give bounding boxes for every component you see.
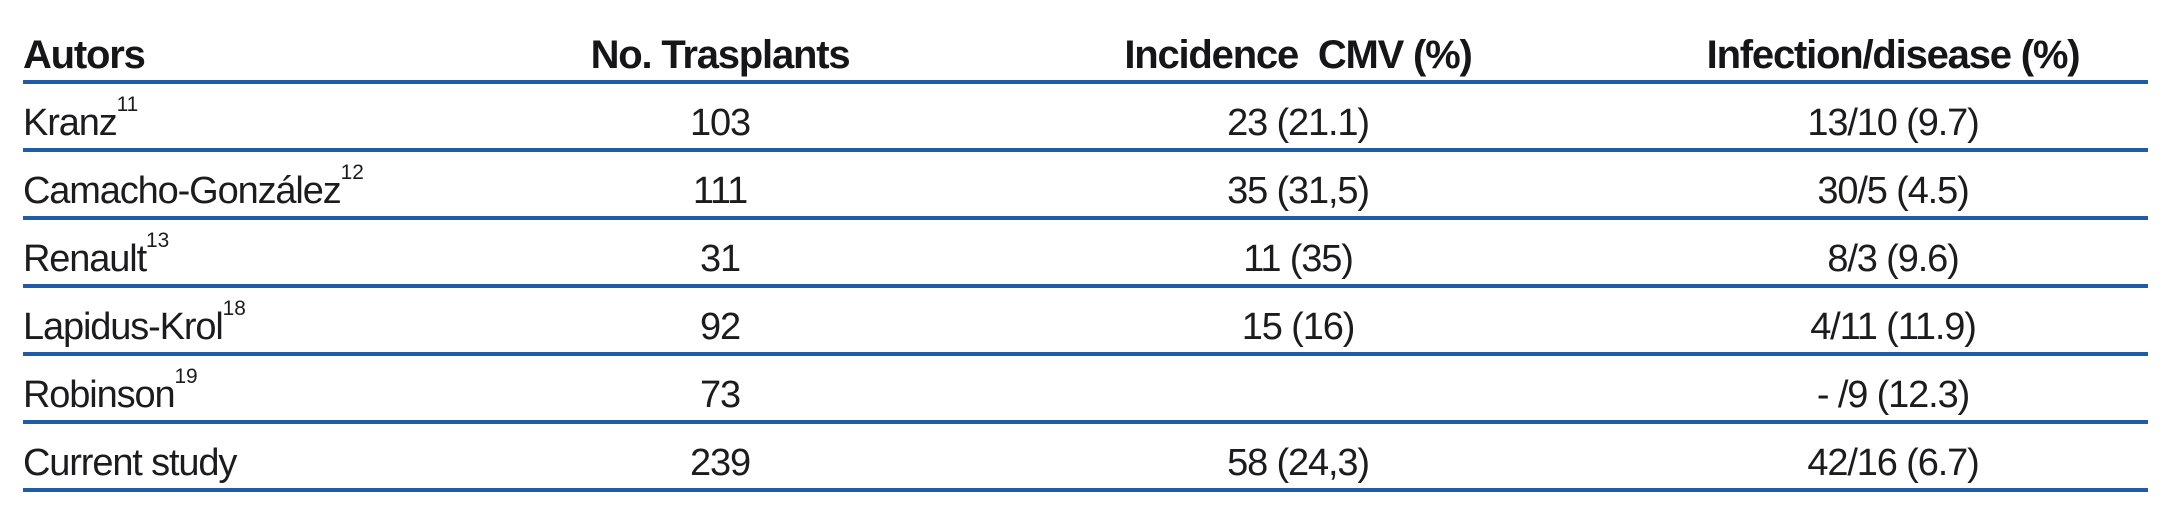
author-cell: Kranz11: [23, 93, 482, 148]
infection-cell: 42/16 (6.7): [1807, 442, 1979, 485]
author-ref: 13: [146, 228, 170, 252]
table-row: Robinson19 73 - /9 (12.3): [23, 356, 2148, 424]
header-no-trasplants: No. Trasplants: [590, 33, 851, 77]
author-cell: Current study: [23, 442, 482, 488]
author-name: Camacho-González: [23, 170, 342, 213]
incidence-cell: 15 (16): [1241, 306, 1356, 349]
incidence-cell: 58 (24,3): [1227, 442, 1370, 485]
author-cell: Lapidus-Krol18: [23, 297, 482, 352]
cmv-comparison-table: Autors No. Trasplants Incidence CMV (%) …: [23, 0, 2148, 492]
infection-cell: 8/3 (9.6): [1827, 238, 1959, 281]
header-incidence-cmv: Incidence CMV (%): [1124, 33, 1473, 77]
transplants-cell: 239: [690, 442, 751, 485]
transplants-cell: 31: [700, 238, 741, 281]
transplants-cell: 111: [692, 170, 748, 213]
author-ref: 19: [174, 364, 198, 388]
table-body: Kranz11 103 23 (21.1) 13/10 (9.7) Camach…: [23, 84, 2148, 492]
author-name: Lapidus-Krol: [23, 306, 224, 349]
table-row: Lapidus-Krol18 92 15 (16) 4/11 (11.9): [23, 288, 2148, 356]
table-header-row: Autors No. Trasplants Incidence CMV (%) …: [23, 0, 2148, 84]
table-row: Current study 239 58 (24,3) 42/16 (6.7): [23, 424, 2148, 492]
infection-cell: 4/11 (11.9): [1810, 306, 1977, 349]
author-name: Current study: [23, 442, 237, 485]
author-name: Renault: [23, 238, 147, 281]
table-row: Renault13 31 11 (35) 8/3 (9.6): [23, 220, 2148, 288]
header-infection-disease: Infection/disease (%): [1706, 33, 2081, 77]
author-ref: 12: [340, 160, 364, 184]
incidence-cell: 11 (35): [1243, 238, 1354, 281]
incidence-cell: 23 (21.1): [1227, 102, 1370, 145]
author-name: Kranz: [23, 102, 118, 145]
infection-cell: - /9 (12.3): [1816, 374, 1970, 417]
author-cell: Renault13: [23, 229, 482, 284]
table-row: Camacho-González12 111 35 (31,5) 30/5 (4…: [23, 152, 2148, 220]
transplants-cell: 73: [700, 374, 741, 417]
author-cell: Camacho-González12: [23, 161, 482, 216]
incidence-cell: [958, 416, 1638, 420]
infection-cell: 30/5 (4.5): [1817, 170, 1969, 213]
table-row: Kranz11 103 23 (21.1) 13/10 (9.7): [23, 84, 2148, 152]
incidence-cell: 35 (31,5): [1227, 170, 1370, 213]
author-name: Robinson: [23, 374, 176, 417]
author-ref: 11: [116, 92, 139, 116]
header-autors: Autors: [23, 33, 146, 77]
transplants-cell: 92: [700, 306, 741, 349]
infection-cell: 13/10 (9.7): [1807, 102, 1979, 145]
author-cell: Robinson19: [23, 365, 482, 420]
transplants-cell: 103: [690, 102, 751, 145]
author-ref: 18: [222, 296, 246, 320]
